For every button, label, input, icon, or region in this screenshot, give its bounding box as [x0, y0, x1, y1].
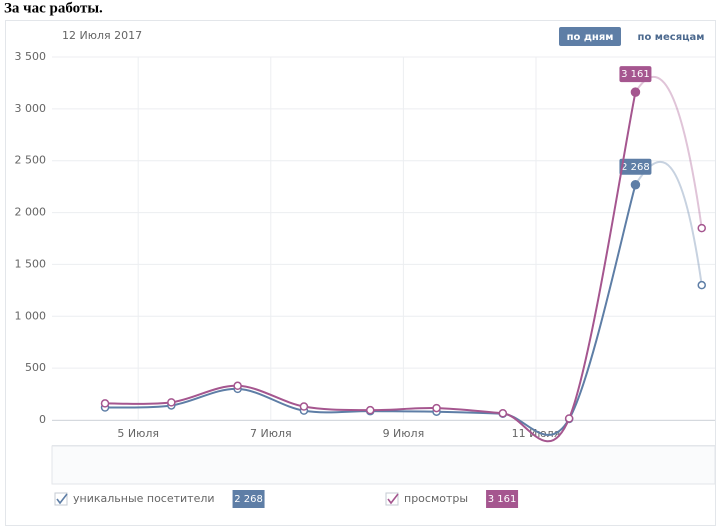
navigator — [51, 445, 716, 485]
value-label-box — [619, 66, 652, 83]
legend-label: просмотры — [404, 492, 468, 505]
x-tick-label: 5 Июля — [117, 427, 159, 440]
legend-total: 2 268 — [234, 494, 263, 505]
point — [432, 403, 441, 413]
mode-button-label[interactable]: по месяцам — [638, 32, 705, 43]
point — [697, 223, 706, 233]
widget — [5, 20, 716, 526]
value-label: 2 268 — [621, 162, 650, 173]
y-tick-label: 3 000 — [15, 102, 47, 115]
mode-button-label[interactable]: по дням — [567, 32, 614, 43]
point — [100, 399, 110, 408]
x-tick-label: 11 Июля — [512, 427, 561, 440]
point — [630, 180, 641, 190]
y-tick-label: 3 500 — [15, 50, 47, 63]
y-tick-label: 1 000 — [15, 309, 47, 322]
mode-button[interactable] — [559, 27, 621, 46]
point — [299, 402, 309, 411]
page-title: За час работы. — [4, 0, 103, 16]
y-tick-label: 2 500 — [15, 154, 47, 167]
legend-check — [387, 493, 399, 505]
series-line — [105, 184, 637, 436]
legend-checkbox[interactable] — [385, 492, 399, 506]
point — [167, 398, 176, 407]
point — [630, 87, 641, 97]
legend-total-box — [486, 490, 519, 508]
x-tick-label: 9 Июля — [383, 427, 425, 440]
value-label: 3 161 — [621, 69, 650, 80]
value-label-box — [619, 158, 652, 175]
point — [498, 409, 508, 418]
legend-total: 3 161 — [488, 494, 517, 505]
point — [697, 280, 706, 290]
y-tick-label: 2 000 — [15, 206, 47, 219]
point — [365, 405, 375, 415]
x-tick-label: 7 Июля — [250, 427, 292, 440]
series-line — [105, 91, 637, 443]
y-tick-label: 500 — [25, 361, 46, 374]
point — [564, 414, 574, 423]
y-tick-label: 0 — [39, 413, 46, 426]
legend-label: уникальные посетители — [73, 492, 215, 505]
y-tick-label: 1 500 — [15, 257, 47, 270]
point — [233, 381, 242, 391]
legend-total-box — [232, 490, 265, 508]
legend-check — [56, 493, 68, 505]
date-label: 12 Июля 2017 — [62, 29, 142, 42]
legend-checkbox[interactable] — [54, 492, 68, 506]
